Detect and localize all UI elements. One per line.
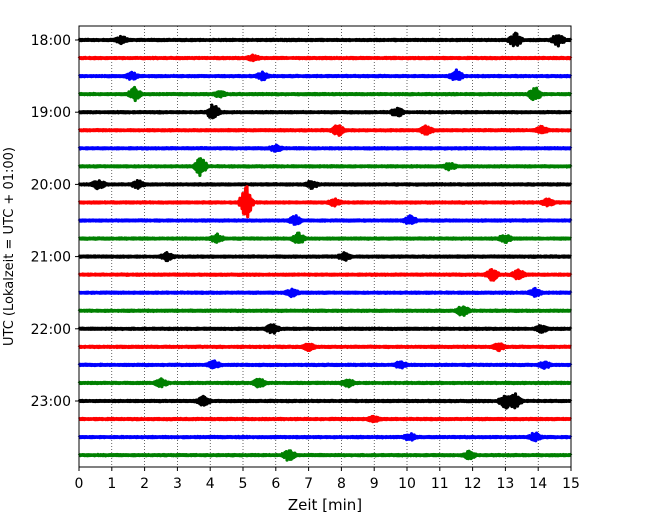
trace-2100 — [77, 250, 573, 263]
x-tick-label: 4 — [206, 476, 215, 492]
x-tick-label: 3 — [173, 476, 182, 492]
trace-2030 — [77, 214, 573, 226]
x-tick-label: 9 — [370, 476, 379, 492]
y-axis: 18:00 19:00 20:00 21:00 22:00 23:00 — [31, 33, 79, 410]
trace-2045 — [77, 231, 573, 245]
trace-2130 — [78, 286, 573, 299]
x-tick-label: 13 — [496, 476, 514, 492]
trace-1915 — [77, 124, 572, 137]
trace-2200 — [77, 323, 573, 335]
trace-2230 — [77, 359, 573, 370]
trace-2145 — [77, 305, 573, 317]
trace-2000 — [77, 179, 573, 191]
trace-2330 — [77, 431, 573, 443]
x-tick-label: 1 — [107, 476, 116, 492]
x-tick-label: 0 — [75, 476, 84, 492]
trace-1945 — [77, 157, 573, 178]
x-axis-label: Zeit [min] — [288, 496, 362, 514]
x-tick-label: 14 — [529, 476, 547, 492]
x-tick-label: 8 — [337, 476, 346, 492]
x-tick-label: 12 — [464, 476, 482, 492]
trace-1830 — [77, 68, 573, 82]
trace-1800 — [77, 31, 573, 48]
x-tick-label: 2 — [140, 476, 149, 492]
y-axis-label: UTC (Lokalzeit = UTC + 01:00) — [2, 147, 17, 346]
x-tick-label: 11 — [431, 476, 449, 492]
x-tick-label: 5 — [239, 476, 248, 492]
trace-2215 — [77, 342, 572, 353]
trace-2115 — [77, 267, 573, 282]
trace-2245 — [77, 377, 572, 389]
x-tick-label: 7 — [304, 476, 313, 492]
traces — [77, 31, 573, 462]
trace-1845 — [77, 85, 573, 103]
x-axis: 0 1 2 3 4 5 6 7 8 9 10 11 12 13 14 15 — [75, 467, 580, 492]
trace-2300 — [77, 392, 573, 410]
trace-1815 — [77, 53, 573, 63]
trace-1930 — [77, 143, 573, 153]
x-tick-label: 10 — [398, 476, 416, 492]
y-tick-label: 23:00 — [31, 394, 71, 410]
x-tick-label: 15 — [562, 476, 580, 492]
trace-1900 — [77, 103, 573, 120]
y-tick-label: 20:00 — [31, 177, 71, 193]
y-tick-label: 19:00 — [31, 105, 71, 121]
y-tick-label: 22:00 — [31, 322, 71, 338]
trace-2015 — [77, 185, 573, 219]
x-tick-label: 6 — [271, 476, 280, 492]
axes-frame — [78, 25, 572, 468]
trace-2315 — [77, 414, 573, 424]
y-tick-label: 18:00 — [31, 33, 71, 49]
y-tick-label: 21:00 — [31, 250, 71, 266]
trace-2345 — [77, 449, 573, 462]
